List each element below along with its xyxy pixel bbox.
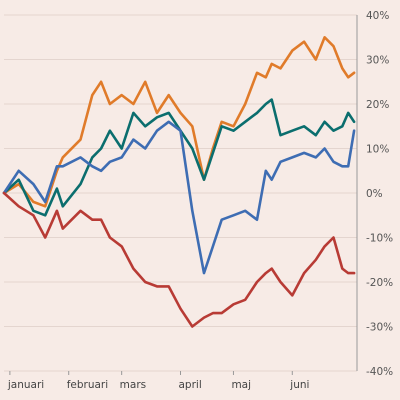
- x-tick-label: juni: [289, 379, 309, 391]
- y-tick-label: 30%: [366, 55, 389, 67]
- y-tick-labels: 40% 30% 20% 10% 0% -10% -20% -30% -40%: [366, 10, 393, 378]
- series-line-1: [2, 35, 356, 208]
- y-tick-label: -10%: [366, 233, 393, 245]
- series-line-4: [2, 191, 356, 328]
- series-lines: [2, 35, 356, 328]
- series-line-2: [2, 98, 356, 217]
- series-line-3: [2, 120, 356, 275]
- y-tick-label: -20%: [366, 277, 393, 289]
- y-tick-label: 40%: [366, 10, 389, 22]
- x-tick-label: april: [179, 379, 202, 391]
- x-tick-label: januari: [7, 379, 44, 391]
- x-tick-label: februari: [67, 379, 108, 391]
- y-tick-label: 20%: [366, 99, 389, 111]
- y-tick-label: 0%: [366, 188, 383, 200]
- x-tick-labels: januari februari mars april maj juni: [7, 379, 310, 391]
- y-tick-label: -40%: [366, 366, 393, 378]
- axes: [9, 15, 358, 375]
- x-tick-label: maj: [231, 379, 251, 391]
- y-tick-label: -30%: [366, 322, 393, 334]
- gridlines: [4, 14, 357, 372]
- y-tick-label: 10%: [366, 144, 389, 156]
- x-tick-label: mars: [120, 379, 146, 391]
